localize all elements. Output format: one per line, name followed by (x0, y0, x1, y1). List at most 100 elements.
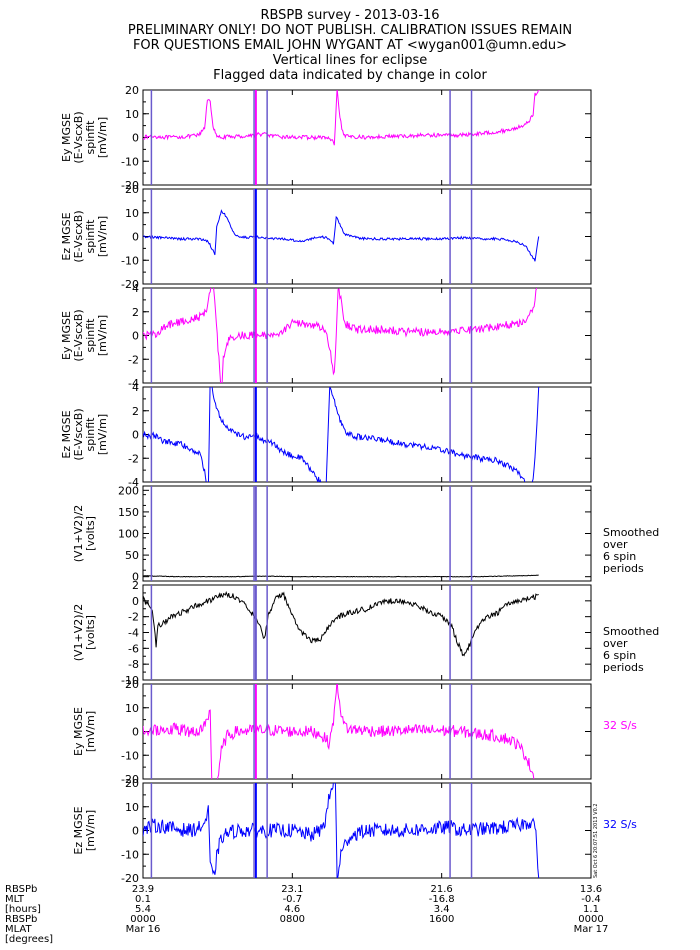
x-axis-value: 13.6 (580, 884, 602, 895)
right-note: Smoothed (603, 625, 659, 638)
x-axis-row-label: MLT (5, 894, 25, 905)
series-line (143, 590, 539, 657)
x-axis-value: 1600 (429, 914, 454, 925)
right-note: 32 S/s (603, 719, 637, 732)
y-tick-label: 200 (118, 484, 139, 497)
y-tick-label: 50 (125, 549, 139, 562)
y-tick-label: -4 (128, 627, 139, 640)
data-gap-band (255, 783, 257, 878)
y-tick-label: 10 (125, 702, 139, 715)
y-axis-label: Ez MGSE(E-VscxB)spinfit[mV/m] (60, 210, 109, 262)
y-axis-label: Ey MGSE(E-VscxB)spinfit[mV/m] (60, 111, 109, 163)
y-tick-label: -8 (128, 658, 139, 671)
y-tick-label: -6 (128, 642, 139, 655)
y-tick-label: 0 (132, 231, 139, 244)
x-axis-row-label: [degrees] (5, 934, 53, 945)
x-axis-value: 3.4 (434, 904, 450, 915)
x-axis-value: 23.9 (132, 884, 154, 895)
right-note: 6 spin (603, 550, 636, 563)
right-note: over (603, 538, 628, 551)
y-tick-label: -2 (128, 353, 139, 366)
y-tick-label: 0 (132, 726, 139, 739)
x-axis-value: 1.1 (583, 904, 599, 915)
y-tick-label: 0 (132, 595, 139, 608)
panel-frame (142, 188, 592, 285)
series-line (143, 90, 541, 146)
y-tick-label: 0 (132, 825, 139, 838)
x-axis-value: -0.7 (283, 894, 303, 905)
y-tick-label: 0 (132, 429, 139, 442)
data-gap-band (255, 387, 257, 482)
y-tick-label: -4 (128, 377, 139, 390)
data-gap-band (255, 585, 257, 680)
x-axis-value: -16.8 (429, 894, 455, 905)
data-gap-band (255, 288, 257, 383)
y-axis-label: Ey MGSE[mV/m] (72, 707, 97, 756)
x-axis-value: 0800 (280, 914, 305, 925)
x-axis-value: 0000 (130, 914, 155, 925)
y-tick-label: 150 (118, 506, 139, 519)
x-axis-value: Mar 16 (126, 924, 161, 935)
data-gap-band (255, 90, 257, 185)
y-tick-label: 0 (132, 132, 139, 145)
flag-note: Flagged data indicated by change in colo… (213, 68, 487, 83)
right-note: periods (603, 661, 644, 674)
panel-frame (142, 287, 592, 384)
y-tick-label: 20 (125, 84, 139, 97)
panel-frame (142, 485, 592, 582)
x-axis-value: 0.1 (135, 894, 151, 905)
y-tick-label: 2 (132, 306, 139, 319)
series-line (143, 288, 538, 383)
contact-line: FOR QUESTIONS EMAIL JOHN WYGANT AT <wyga… (132, 38, 568, 53)
x-axis-value: 0000 (578, 914, 603, 925)
eclipse-note: Vertical lines for eclipse (272, 53, 428, 68)
y-tick-label: -2 (128, 452, 139, 465)
y-axis-label: Ez MGSE[mV/m] (72, 806, 97, 854)
x-axis-value: 4.6 (284, 904, 300, 915)
y-tick-label: -10 (121, 674, 139, 687)
y-tick-label: 10 (125, 207, 139, 220)
right-note: 32 S/s (603, 818, 637, 831)
y-axis-label: Ey MGSE(E-VscxB)spinfit[mV/m] (60, 309, 109, 361)
series-line (143, 783, 540, 878)
y-tick-label: 20 (125, 678, 139, 691)
x-axis-value: 21.6 (431, 884, 453, 895)
series-line (143, 574, 539, 578)
y-tick-label: 100 (118, 528, 139, 541)
y-axis-label: Ez MGSE(E-VscxB)spinfit[mV/m] (60, 408, 109, 460)
right-note: over (603, 637, 628, 650)
y-tick-label: 10 (125, 801, 139, 814)
data-gap-band (255, 684, 257, 779)
y-tick-label: -10 (121, 155, 139, 168)
x-axis-value: Mar 17 (574, 924, 609, 935)
y-tick-label: 0 (132, 330, 139, 343)
y-tick-label: 20 (125, 183, 139, 196)
y-tick-label: -20 (121, 773, 139, 786)
x-axis-row-label: MLAT (5, 924, 32, 935)
y-tick-label: -2 (128, 611, 139, 624)
y-tick-label: 0 (132, 571, 139, 584)
y-tick-label: 20 (125, 777, 139, 790)
x-axis-value: -0.4 (581, 894, 601, 905)
page-title: RBSPB survey - 2013-03-16 (260, 8, 440, 23)
series-line (143, 209, 540, 262)
y-axis-label: (V1+V2)/2[volts] (72, 505, 97, 563)
series-line (143, 387, 540, 482)
y-tick-label: -10 (121, 749, 139, 762)
right-note: periods (603, 562, 644, 575)
y-tick-label: -20 (121, 278, 139, 291)
y-tick-label: 4 (132, 381, 139, 394)
series-line (143, 684, 535, 779)
y-tick-label: 10 (125, 108, 139, 121)
x-axis-row-label: RBSPb (5, 884, 37, 895)
y-tick-label: -4 (128, 476, 139, 489)
x-axis-value: 5.4 (135, 904, 151, 915)
y-tick-label: -10 (121, 254, 139, 267)
data-gap-band (255, 486, 257, 581)
x-axis-row-label: [hours] (5, 904, 41, 915)
y-tick-label: -20 (121, 872, 139, 885)
y-tick-label: 2 (132, 405, 139, 418)
x-axis-value: 23.1 (281, 884, 303, 895)
x-axis-row-label: RBSPb (5, 914, 37, 925)
